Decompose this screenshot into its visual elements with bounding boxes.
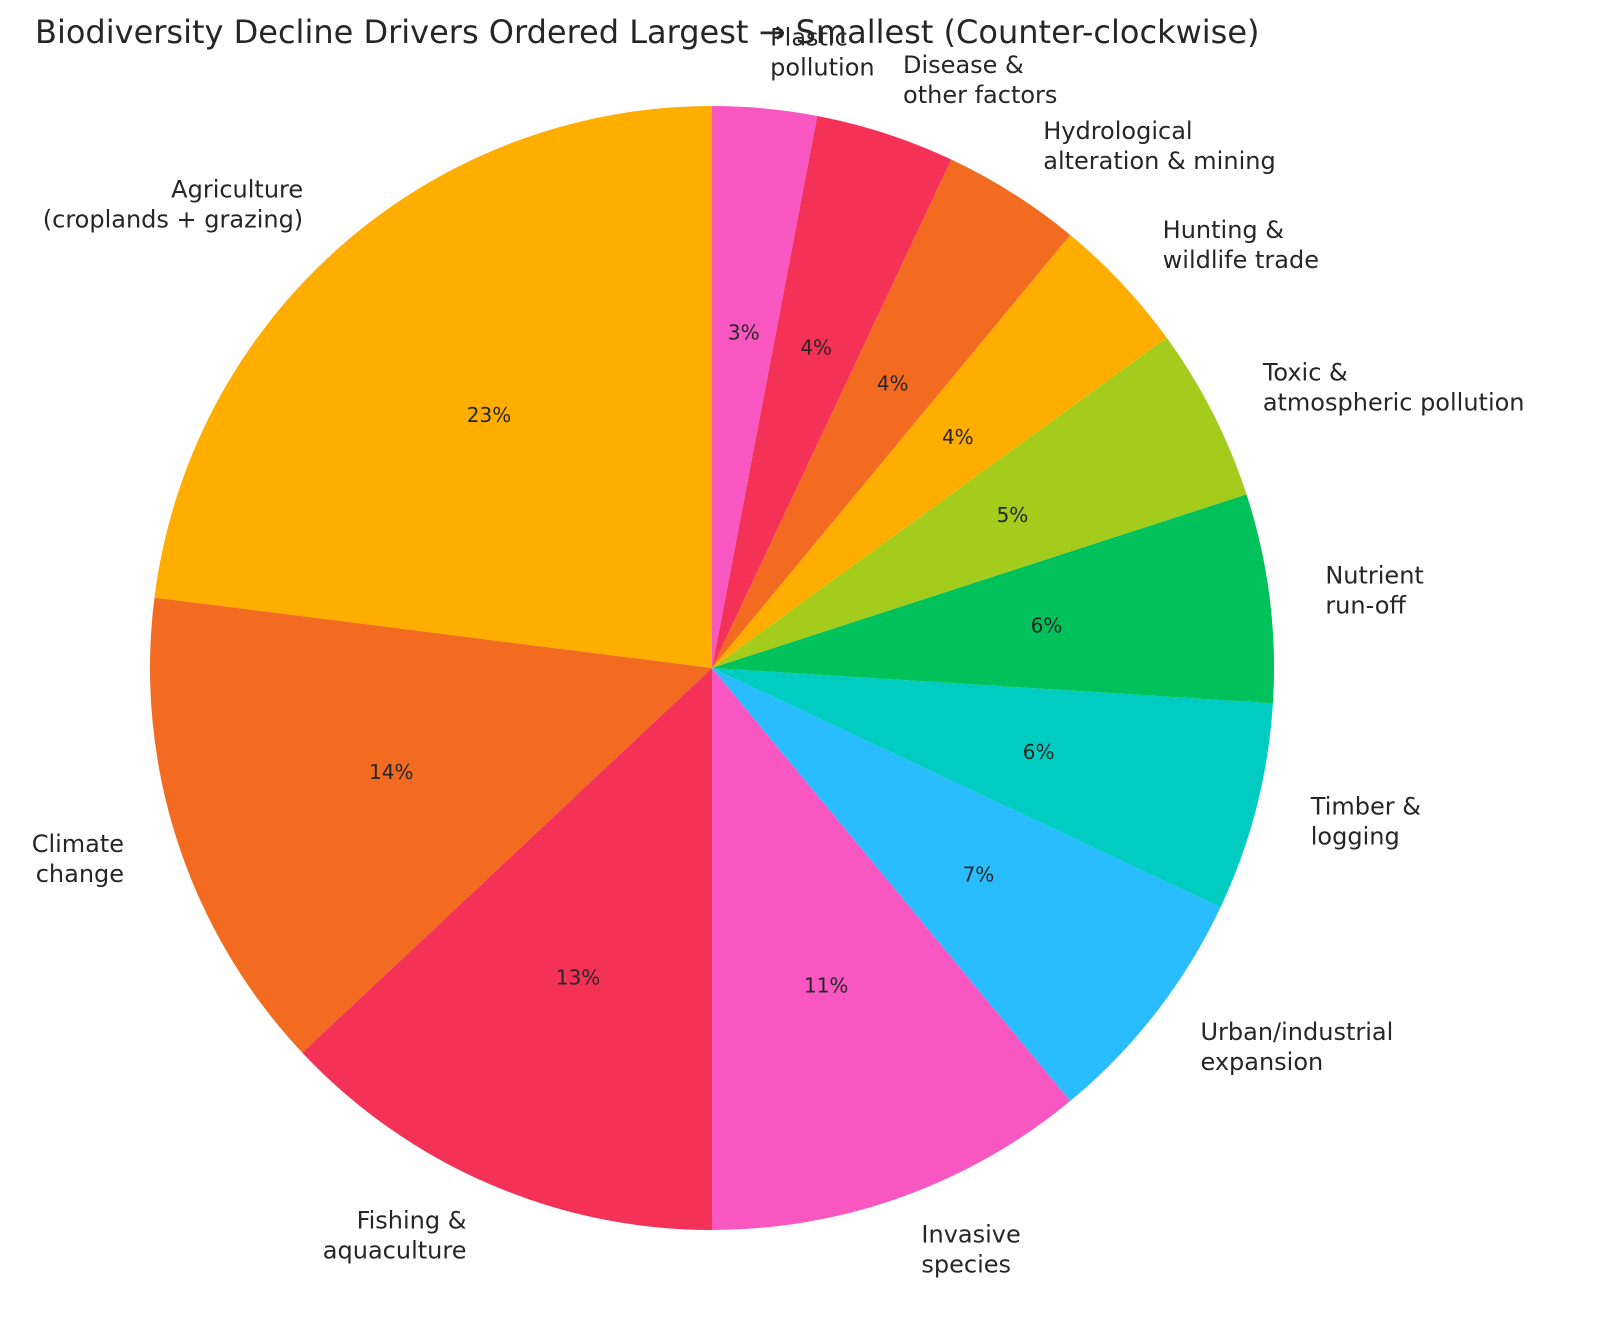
- pct-label-toxic-atmospheric-pollution: 5%: [997, 503, 1029, 527]
- category-label-line: atmospheric pollution: [1263, 388, 1525, 416]
- pct-label-urban-industrial-expansion: 7%: [963, 863, 995, 887]
- category-label-line: Climate: [32, 830, 124, 858]
- category-label-line: Fishing &: [357, 1206, 467, 1234]
- pie-slice-toxic-atmospheric-pollution: [712, 337, 1247, 668]
- category-label-line: Timber &: [1310, 793, 1421, 821]
- pct-label-hunting-wildlife-trade: 4%: [942, 425, 974, 449]
- category-label-line: aquaculture: [323, 1236, 467, 1264]
- pct-label-fishing-aquaculture: 13%: [556, 965, 600, 989]
- category-label-line: other factors: [903, 81, 1057, 109]
- category-label-line: Nutrient: [1325, 562, 1424, 590]
- category-label-line: logging: [1311, 823, 1400, 851]
- pie-slice-timber-logging: [712, 668, 1273, 908]
- category-labels: Agriculture (croplands + grazing) Climate c…: [32, 24, 1525, 1279]
- percentage-labels: 23% 14% 13% 11% 7% 6% 6% 5% 4% 4% 4% 3%: [369, 320, 1062, 997]
- category-label-line: run-off: [1325, 592, 1406, 620]
- category-label-line: Toxic &: [1262, 358, 1348, 386]
- pie-slice-invasive-species: [712, 668, 1071, 1230]
- category-label-line: change: [36, 860, 124, 888]
- category-label-line: wildlife trade: [1163, 246, 1319, 274]
- category-label-fishing-aquaculture: Fishing & aquaculture: [323, 1206, 467, 1264]
- pct-label-plastic-pollution: 3%: [728, 320, 760, 344]
- pct-label-timber-logging: 6%: [1023, 740, 1055, 764]
- category-label-line: Agriculture: [171, 175, 303, 203]
- category-label-line: Disease &: [903, 51, 1024, 79]
- category-label-timber-logging: Timber & logging: [1310, 793, 1421, 851]
- category-label-line: Plastic: [770, 24, 848, 52]
- pie-slice-nutrient-run-off: [712, 494, 1274, 704]
- pct-label-agriculture-croplands-grazing: 23%: [467, 403, 511, 427]
- category-label-line: alteration & mining: [1043, 147, 1275, 175]
- category-label-line: (croplands + grazing): [43, 205, 303, 233]
- category-label-nutrient-run-off: Nutrient run-off: [1325, 562, 1424, 620]
- category-label-line: Urban/industrial: [1200, 1018, 1393, 1046]
- pct-label-nutrient-run-off: 6%: [1031, 614, 1063, 638]
- pct-label-invasive-species: 11%: [804, 973, 848, 997]
- category-label-climate-change: Climate change: [32, 830, 124, 888]
- pie-slice-agriculture-croplands-grazing: [154, 106, 713, 668]
- pie-slice-hydrological-alteration-mining: [712, 159, 1071, 669]
- category-label-hunting-wildlife-trade: Hunting & wildlife trade: [1163, 216, 1319, 274]
- category-label-hydrological-alteration-mining: Hydrological alteration & mining: [1043, 117, 1275, 175]
- category-label-agriculture-croplands-grazing: Agriculture (croplands + grazing): [43, 175, 303, 233]
- pct-label-climate-change: 14%: [369, 760, 413, 784]
- pie-slice-hunting-wildlife-trade: [712, 234, 1167, 668]
- pie-slices: [150, 106, 1274, 1230]
- category-label-urban-industrial-expansion: Urban/industrial expansion: [1200, 1018, 1393, 1076]
- pct-label-disease-other-factors: 4%: [800, 335, 832, 359]
- pct-label-hydrological-alteration-mining: 4%: [877, 371, 909, 395]
- category-label-invasive-species: Invasive species: [921, 1221, 1020, 1279]
- category-label-line: Hydrological: [1043, 117, 1192, 145]
- pie-slice-climate-change: [150, 597, 713, 1053]
- chart-title: Biodiversity Decline Drivers Ordered Lar…: [35, 13, 1260, 51]
- pie-slice-plastic-pollution: [712, 106, 818, 668]
- category-label-toxic-atmospheric-pollution: Toxic & atmospheric pollution: [1262, 358, 1525, 416]
- category-label-line: species: [921, 1251, 1011, 1279]
- category-label-disease-other-factors: Disease & other factors: [903, 51, 1057, 109]
- category-label-line: expansion: [1200, 1048, 1323, 1076]
- category-label-plastic-pollution: Plastic pollution: [770, 24, 874, 82]
- category-label-line: pollution: [770, 54, 874, 82]
- pie-slice-fishing-aquaculture: [302, 668, 712, 1230]
- pie-slice-urban-industrial-expansion: [712, 668, 1221, 1102]
- category-label-line: Hunting &: [1163, 216, 1284, 244]
- pie-slice-disease-other-factors: [712, 115, 952, 668]
- category-label-line: Invasive: [921, 1221, 1020, 1249]
